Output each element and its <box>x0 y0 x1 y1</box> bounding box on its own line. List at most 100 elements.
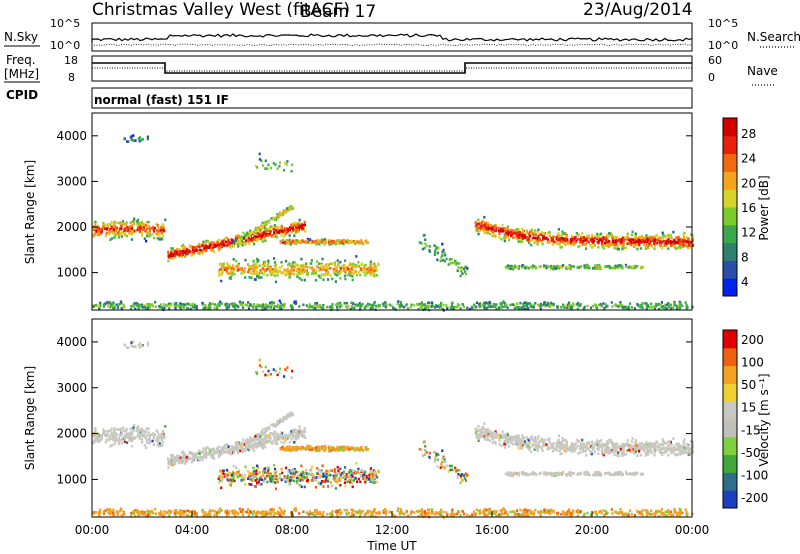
power-echo-mark <box>484 225 487 229</box>
velocity-echo-mark <box>286 434 290 438</box>
power-echo-mark <box>509 303 512 307</box>
power-echo-mark <box>690 233 693 236</box>
velocity-echo-mark <box>283 448 286 452</box>
power-echo-mark <box>661 231 664 235</box>
velocity-echo-mark <box>189 451 192 455</box>
power-echo-mark <box>244 276 247 279</box>
power-echo-mark <box>293 234 296 237</box>
power-echo-mark <box>672 230 675 234</box>
velocity-echo-mark <box>282 415 285 419</box>
velocity-echo-mark <box>253 474 256 478</box>
power-echo-mark <box>298 305 301 308</box>
power-echo-mark <box>642 265 645 269</box>
velocity-echo-mark <box>359 448 362 451</box>
power-echo-mark <box>555 238 558 241</box>
velocity-echo-mark <box>112 434 115 438</box>
power-echo-mark <box>400 303 403 307</box>
power-echo-mark <box>527 307 530 310</box>
power-echo-mark <box>103 223 107 227</box>
power-echo-mark <box>308 306 311 309</box>
power-echo-mark <box>454 305 458 309</box>
velocity-echo-mark <box>194 452 197 456</box>
velocity-echo-mark <box>156 440 159 443</box>
velocity-echo-mark <box>179 456 182 460</box>
velocity-echo-mark <box>94 429 97 432</box>
power-echo-mark <box>679 301 682 304</box>
power-echo-mark <box>543 302 546 305</box>
power-echo-mark <box>132 139 135 142</box>
power-echo-mark <box>114 234 117 237</box>
power-echo-mark <box>514 304 517 308</box>
power-echo-mark <box>261 263 265 266</box>
power-echo-mark <box>529 234 532 238</box>
velocity-echo-mark <box>276 437 279 440</box>
power-echo-mark <box>144 307 148 311</box>
power-echo-mark <box>203 248 206 252</box>
velocity-echo-mark <box>274 487 278 491</box>
velocity-echo-mark <box>265 436 268 439</box>
velocity-echo-mark <box>112 432 115 436</box>
power-echo-mark <box>342 242 345 246</box>
velocity-echo-mark <box>344 484 347 488</box>
power-echo-mark <box>161 227 164 230</box>
velocity-echo-mark <box>311 476 314 479</box>
power-echo-mark <box>227 241 230 244</box>
velocity-echo-mark <box>323 474 326 478</box>
power-echo-mark <box>619 242 622 246</box>
power-echo-mark <box>611 243 614 247</box>
velocity-echo-mark <box>339 483 342 487</box>
power-echo-mark <box>279 161 282 164</box>
velocity-echo-mark <box>246 469 250 473</box>
velocity-echo-mark <box>317 449 320 452</box>
power-echo-mark <box>292 272 295 276</box>
velocity-echo-mark <box>147 427 150 430</box>
velocity-echo-mark <box>152 434 155 438</box>
power-echo-mark <box>691 234 695 237</box>
power-echo-mark <box>443 259 446 263</box>
power-echo-mark <box>274 274 277 278</box>
power-echo-mark <box>194 245 197 249</box>
power-echo-mark <box>260 159 263 162</box>
velocity-echo-mark <box>269 434 272 438</box>
velocity-echo-mark <box>217 477 220 481</box>
power-echo-mark <box>537 228 540 232</box>
power-echo-mark <box>162 226 165 229</box>
velocity-echo-mark <box>339 479 342 482</box>
power-echo-mark <box>261 224 264 228</box>
velocity-echo-mark <box>293 468 296 471</box>
power-echo-mark <box>300 278 303 282</box>
power-echo-mark <box>254 228 257 231</box>
velocity-echo-mark <box>366 478 369 482</box>
power-echo-mark <box>640 235 643 238</box>
velocity-echo-mark <box>225 447 228 450</box>
velocity-echo-mark <box>280 478 283 482</box>
power-echo-mark <box>125 223 128 226</box>
power-echo-mark <box>556 306 559 309</box>
power-echo-mark <box>219 300 222 303</box>
power-echo-mark <box>233 242 236 245</box>
power-echo-mark <box>691 237 694 240</box>
power-echo-mark <box>548 234 551 237</box>
velocity-echo-mark <box>155 429 158 432</box>
power-echo-mark <box>667 247 670 250</box>
power-echo-mark <box>572 265 575 268</box>
velocity-echo-mark <box>274 477 277 481</box>
velocity-echo-mark <box>208 452 211 456</box>
power-echo-mark <box>644 238 647 241</box>
power-echo-mark <box>638 304 641 308</box>
velocity-echo-mark <box>303 475 306 479</box>
velocity-echo-mark <box>283 438 286 441</box>
power-echo-mark <box>117 230 120 233</box>
power-echo-mark <box>597 240 600 244</box>
power-echo-mark <box>377 263 380 267</box>
noise-strip-frame <box>91 22 693 52</box>
power-echo-mark <box>492 227 495 230</box>
velocity-echo-mark <box>286 413 289 417</box>
velocity-echo-mark <box>305 476 308 479</box>
power-echo-mark <box>315 302 319 305</box>
power-echo-mark <box>546 238 550 241</box>
velocity-echo-mark <box>140 438 143 441</box>
power-echo-mark <box>547 265 550 268</box>
velocity-echo-mark <box>244 483 247 486</box>
velocity-echo-mark <box>261 440 264 444</box>
